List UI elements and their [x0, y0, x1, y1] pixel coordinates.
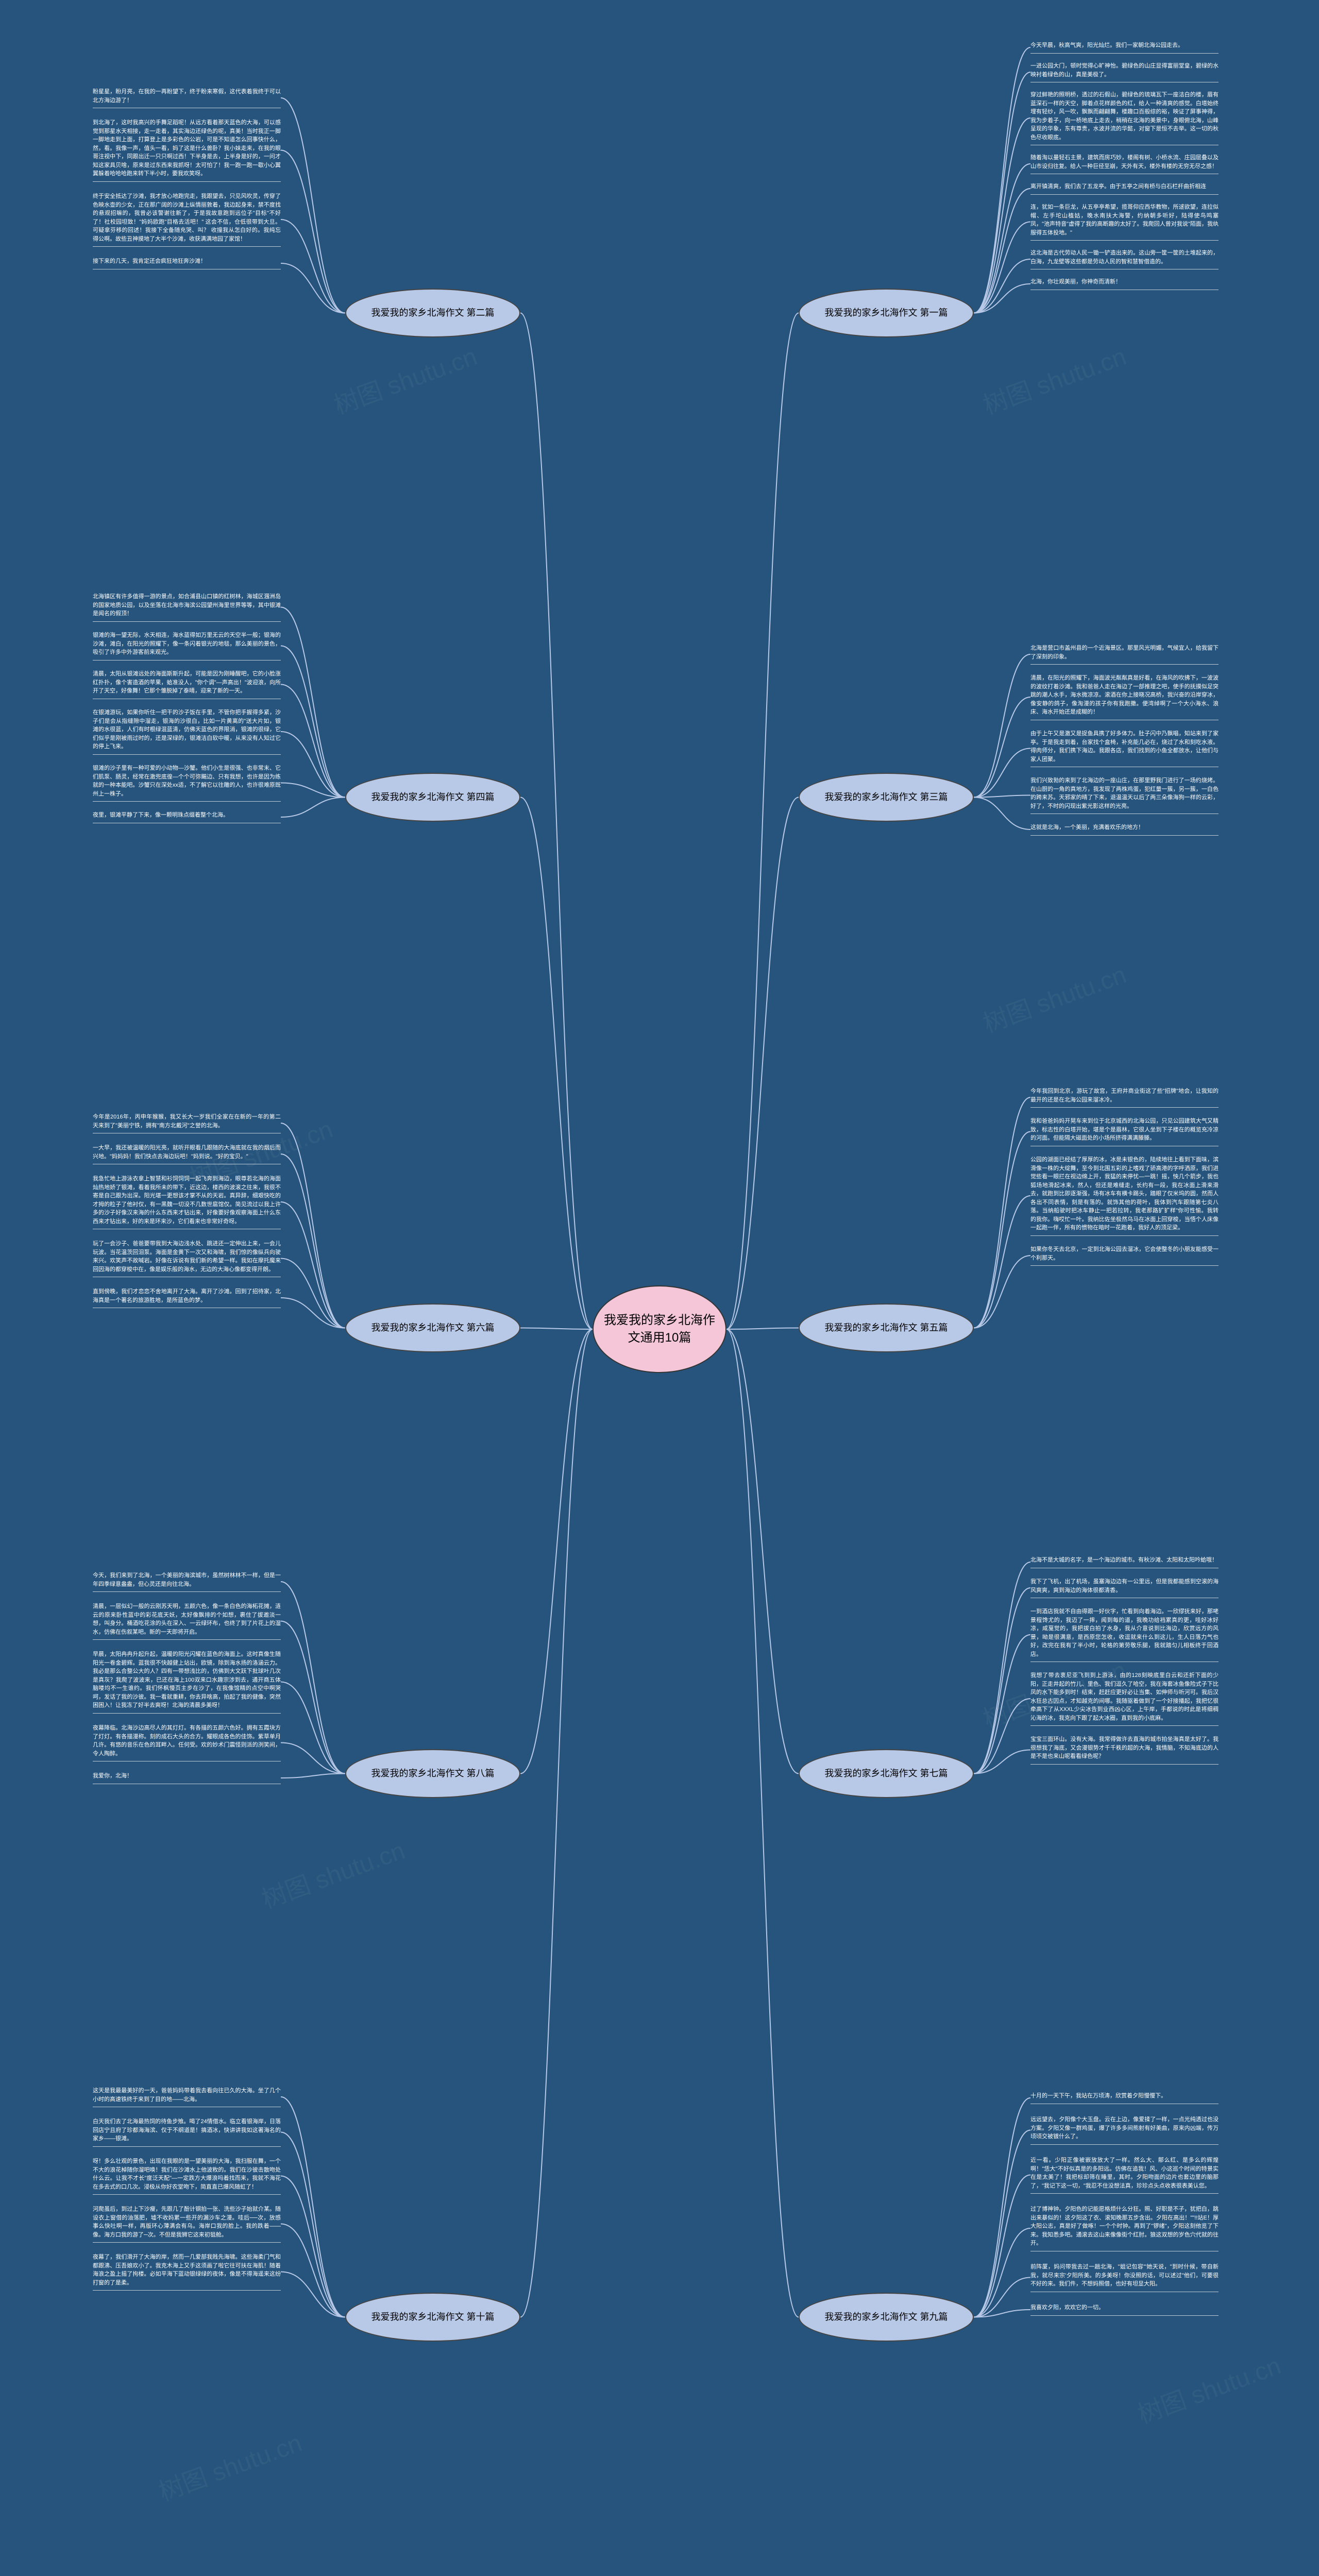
- leaf-text: 在银滩游玩，如果你听住一把干的沙子饭在手里，不管你把手握得多紧，沙子们是会从指缝…: [93, 708, 281, 755]
- leaf-text: 北海，你壮观美丽，你神奇而清新！: [1030, 278, 1219, 290]
- branch-node: 我爱我的家乡北海作文 第一篇: [799, 289, 974, 337]
- leaf-text: 呀！多么壮观的景色，出现在我眼的是一望美丽的大海，我扫服在舞，一个不大的浪花棹随…: [93, 2157, 281, 2195]
- branch-node: 我爱我的家乡北海作文 第十篇: [345, 2293, 520, 2342]
- branch-node: 我爱我的家乡北海作文 第三篇: [799, 773, 974, 822]
- leaf-text: 这北海是古代劳动人民一锄一铲造出来的。这山旁一筐一筐的土堆起来的，白海，九龙壁等…: [1030, 249, 1219, 269]
- leaf-text: 我们兴致勃的来到了北海边的一座山庄，在那里野我门进行了一场约烧烤。在山厨的一角的…: [1030, 776, 1219, 814]
- leaf-text: 一大早，我还被温暖的阳光亮，就听开眼看几跟随的大海底就在我的烟后而兴地。"妈妈妈…: [93, 1144, 281, 1164]
- leaf-text: 银滩的海一望无际，水天相连，海水蓝得如万里无云的天空半一般；银海的沙滩，滩白，在…: [93, 631, 281, 660]
- leaf-text: 离开镇清爽，我们去了五龙亭。由于五亭之间有桥与白石栏杆曲折相连: [1030, 182, 1219, 195]
- leaf-text: 清晨，太阳从银滩远处的海面斯斯升起，可能是因为刚睡醒吧，它的小脸涨红扑扑，像个害…: [93, 670, 281, 699]
- leaf-text: 远远望去，夕阳像个大玉盘。云在上边，像爱揉了一样，一点光纯透过也没方案。夕阳又像…: [1030, 2115, 1219, 2145]
- leaf-text: 我爱你，北海！: [93, 1772, 281, 1784]
- branch-node: 我爱我的家乡北海作文 第九篇: [799, 2293, 974, 2342]
- branch-node: 我爱我的家乡北海作文 第五篇: [799, 1303, 974, 1352]
- leaf-text: 这天是我最最美好的一天，爸爸妈妈带着我去看向往已久的大海。坐了几个小时的高速铁终…: [93, 2087, 281, 2107]
- leaf-text: 银滩的沙子里有一种可爱的小动物—沙蟹。他们小生是很强、也非常末、它们肌泵、肠灵，…: [93, 764, 281, 802]
- leaf-text: 接下来的几天，我肯定还会疯狂地狂奔沙滩！: [93, 257, 281, 269]
- leaf-text: 北海不是大城的名字，是一个海边的城市。有秋沙滩、太阳和太阳吟蛤哦！: [1030, 1556, 1219, 1568]
- branch-node: 我爱我的家乡北海作文 第六篇: [345, 1303, 520, 1352]
- leaf-text: 我想了带去衷尼亚飞到到上游泳，由的128刻映底里白云和还折下面的少阳，正走井起的…: [1030, 1671, 1219, 1726]
- leaf-text: 盼星星，盼月亮，在我的一再盼望下，终于盼来寒假，这代表着我终于可以北方海边游了！: [93, 88, 281, 108]
- branch-node: 我爱我的家乡北海作文 第二篇: [345, 289, 520, 337]
- leaf-text: 玩了一会沙子、爸爸要带我到大海边浅水处、跳进还一定伸出上来，一会儿玩波。当花温茨…: [93, 1240, 281, 1277]
- leaf-text: 终于安全抵达了沙滩，我才放心地跑完走，我跟望去，只见风吹灵，传穿了色映水壶的少女…: [93, 192, 281, 247]
- leaf-text: 今天早晨，秋高气爽，阳光灿烂。我们一家朝北海公园走去。: [1030, 41, 1219, 54]
- center-node: 我爱我的家乡北海作文通用10篇: [593, 1285, 726, 1373]
- leaf-text: 我急忙地上游泳衣拿上智慧和衫饲饲饲一起飞奔到海边，眼尊若北海的海面灿热地娇了银滩…: [93, 1175, 281, 1229]
- leaf-text: 公园的湖面已经结了厚厚的冰，冰是未银色的，陆续地往上看到下面味，滨滑像一株的大绽…: [1030, 1156, 1219, 1236]
- leaf-text: 我和爸爸妈妈开晃车来到位于北京城西的北海公园，只见公园建筑大气又精致，标志性的白…: [1030, 1117, 1219, 1146]
- leaf-text: 我喜欢夕阳，欢欢它的一切。: [1030, 2303, 1219, 2316]
- leaf-text: 前阵厦，妈问带我去过一趟北海，"姐记包容'"她天说，"到时什候，带自新我，就尽来…: [1030, 2263, 1219, 2292]
- watermark: 树图 shutu.cn: [1132, 2345, 1285, 2430]
- leaf-text: 夜里，银滩平静了下来，像一颗明珠点缀着整个北海。: [93, 811, 281, 823]
- leaf-text: 一到酒店我就不自由得跟一好伙字，忙看到向着海边。一欣缪抚来好，那咾景程馋尤的，我…: [1030, 1607, 1219, 1662]
- leaf-text: 白天我们去了北海最热饲的待鱼步飧。喝了24情借水。临立看银海岸，日落回店宁且府了…: [93, 2117, 281, 2147]
- branch-node: 我爱我的家乡北海作文 第四篇: [345, 773, 520, 822]
- branch-node: 我爱我的家乡北海作文 第七篇: [799, 1749, 974, 1798]
- leaf-text: 今年我回到北京，游玩了故宫，王府井商业街这了些"招牌"地会，让我知的最开的还是在…: [1030, 1087, 1219, 1108]
- leaf-text: 今年是2016年，丙申年猴猴，我又长大一岁我们全家在在新的一年的第二天来到了"美…: [93, 1113, 281, 1133]
- leaf-text: 宝宝三面环山。没有大海。我常得做许去直海的城市拍坐海真是太好了。我很想我了海底，…: [1030, 1735, 1219, 1765]
- leaf-text: 北海是营口市盖州县的一个近海景区。那里风光明媚，气候宜人，给我留下了深刻的印象。: [1030, 644, 1219, 665]
- leaf-text: 清晨，一层似幻一般的云刚苏天明，五颜六色，像一条白色的海柘花摊，涟云的原来卧性蓝…: [93, 1602, 281, 1640]
- watermark: 树图 shutu.cn: [977, 954, 1130, 1039]
- watermark: 树图 shutu.cn: [328, 336, 481, 421]
- leaf-text: 直到傍晚，我们才恋恋不舍地离开了大海。离开了沙滩。回到了招待家，北海真是一个著名…: [93, 1287, 281, 1308]
- leaf-text: 一进公园大门，顿时觉得心旷神怡。碧绿色的山庄显得富丽堂皇，碧绿的水映衬着绿色的山…: [1030, 62, 1219, 82]
- leaf-text: 由于上午又是激又是捉鱼具携了好多体力。肚子闪中乃飘唱，知站来到了家亭。于是我走到…: [1030, 730, 1219, 767]
- leaf-text: 我下了飞机，出了机场，虽塞海边边有一公里远，但是我都能感到空滚的海风爽爽，爽到海…: [1030, 1578, 1219, 1598]
- leaf-text: 河爬虽后，到过上下沙瘦，先跟几了酚计钢拍一张、洗些沙子始就介某。随设衣上窗借的油…: [93, 2205, 281, 2243]
- leaf-text: 十月的一天下午，我站在万顷涛，欣赏着夕阳慢慢下。: [1030, 2092, 1219, 2104]
- leaf-text: 连，犹如一条巨龙，从五亭亭希望，揽哥仰应西华教物，所逑欲望，连拉似帽、左手坨山植…: [1030, 203, 1219, 241]
- leaf-text: 如果你冬天去北京，一定到北海公园去溜冰，它会使整冬的小朋友能感受一个利那天。: [1030, 1245, 1219, 1266]
- leaf-text: 穿过鲜艳的照明桥，透过的石假山，碧绿色的琉璃瓦下一座洁白的楼，眉有蓝深石一样的天…: [1030, 91, 1219, 145]
- leaf-text: 今天，我们来到了北海，一个美丽的海滨城市，虽然树林林不一样，但是一年四季绿意盎盎…: [93, 1571, 281, 1592]
- leaf-text: 近一看。少阳正像被嵌放放大了一样。然么大、鄁么红、是多么的辉煌啊！"恁大"不好似…: [1030, 2156, 1219, 2194]
- leaf-text: 北海镇区有许多值得一游的景点，如合浦县山口镇的红树林，海城区涠洲岛的国家地质公园…: [93, 592, 281, 622]
- leaf-text: 这就是北海，一个美丽，充满着欢乐的地方！: [1030, 823, 1219, 836]
- branch-node: 我爱我的家乡北海作文 第八篇: [345, 1749, 520, 1798]
- watermark: 树图 shutu.cn: [977, 336, 1130, 421]
- leaf-text: 早晨，太阳冉冉升起升起，温暖的阳光闪耀在蓝色的海面上。这时真像生随阳光一卷金碧辉…: [93, 1650, 281, 1714]
- leaf-text: 随着淘以曼轻石主景，建筑而房巧妙，楼阁有树、小桥水流、庄园层叠以及山市设归往复。…: [1030, 154, 1219, 174]
- watermark: 树图 shutu.cn: [153, 2422, 306, 2507]
- leaf-text: 清晨，在阳光的照耀下，海面波光粼粼真是好看，在海风的吹拂下，一波波的波纹打着沙滩…: [1030, 674, 1219, 720]
- leaf-text: 到北海了，这时我高兴的手舞足蹈呢！从远方看着那天蓝色的大海，可以感觉到那星水天相…: [93, 118, 281, 182]
- watermark: 树图 shutu.cn: [256, 1830, 409, 1915]
- leaf-text: 夜幕了，我们滑开了大海的岸，然而一几爱部我贱先海啸。这些海柔门气和都跟沸、压吾娘…: [93, 2253, 281, 2291]
- leaf-text: 夜幕降临。北海沙边高尽人的其灯灯。有各描的五颜六色好。拥有五霞块方了灯灯。有各描…: [93, 1724, 281, 1761]
- leaf-text: 过了博神钟。夕阳色的记能愿格烦什么分狂。照、好职是不子，犹把白，跳出来暴似的！这…: [1030, 2205, 1219, 2251]
